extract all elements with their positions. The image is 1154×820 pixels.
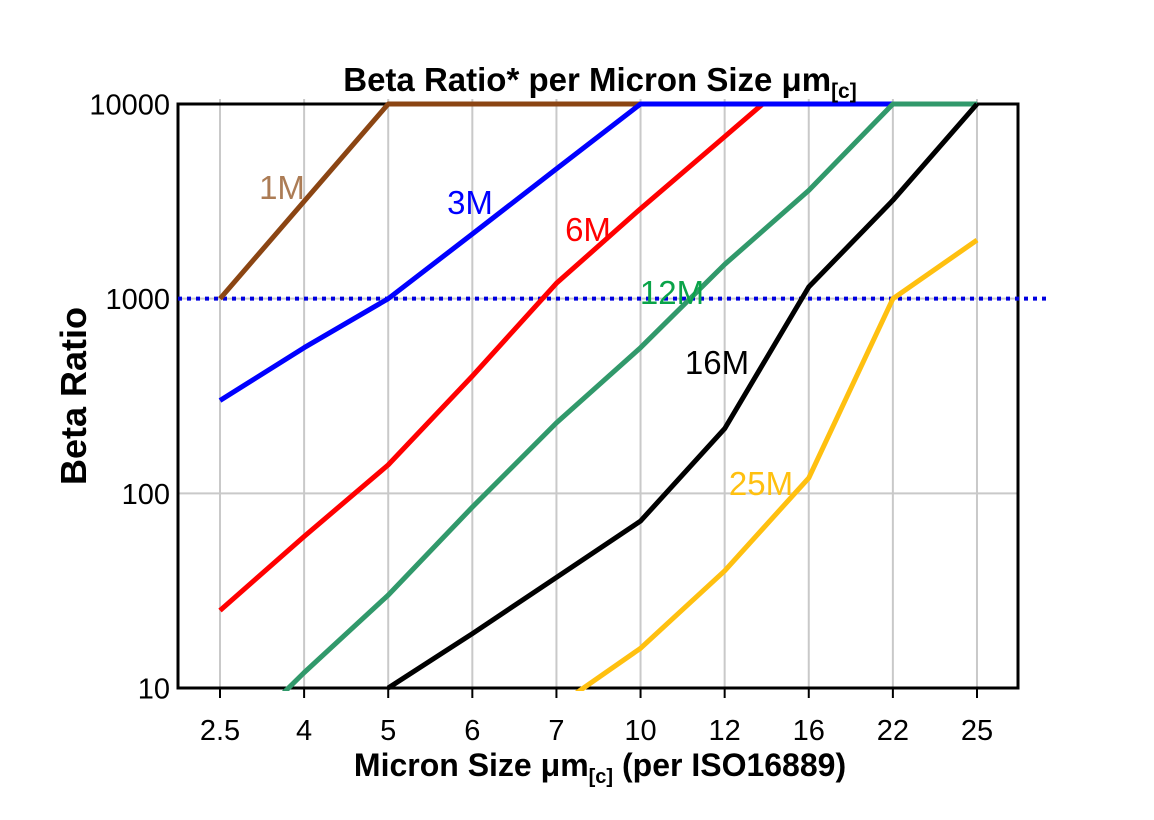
series-label-3m: 3M xyxy=(447,184,493,221)
x-tick-label: 16 xyxy=(793,715,825,747)
x-tick-label: 6 xyxy=(464,715,480,747)
series-label-25m: 25M xyxy=(729,465,793,502)
x-tick-marks xyxy=(219,689,978,698)
y-tick-label: 100 xyxy=(122,479,170,511)
x-tick-label: 22 xyxy=(877,715,909,747)
y-axis-title: Beta Ratio xyxy=(53,307,94,485)
y-tick-label: 10 xyxy=(138,674,170,706)
y-tick-label: 10000 xyxy=(89,90,170,122)
series-label-12m: 12M xyxy=(640,274,704,311)
y-axis-labels: 10000 1000 100 10 xyxy=(89,90,170,706)
series-line-25m xyxy=(574,238,979,691)
series-label-1m: 1M xyxy=(259,169,305,206)
series-label-16m: 16M xyxy=(685,344,749,381)
x-axis-labels: 2.5 4 5 6 7 10 12 16 22 25 xyxy=(200,715,993,747)
y-tick-label: 1000 xyxy=(105,284,170,316)
x-tick-label: 7 xyxy=(548,715,564,747)
series-line-12m xyxy=(281,101,977,691)
x-tick-label: 25 xyxy=(961,715,993,747)
x-tick-label: 4 xyxy=(296,715,312,747)
series-label-6m: 6M xyxy=(565,211,611,248)
series-lines xyxy=(218,101,979,691)
series-line-1m xyxy=(218,101,641,301)
chart-title: Beta Ratio* per Micron Size μm[c] xyxy=(343,61,856,103)
series-line-3m xyxy=(218,101,893,403)
series-labels: 1M 3M 6M 12M 16M 25M xyxy=(259,169,793,502)
x-axis-title: Micron Size μm[c] (per ISO16889) xyxy=(354,747,846,788)
series-line-16m xyxy=(386,102,979,691)
x-tick-label: 10 xyxy=(624,715,656,747)
x-tick-label: 12 xyxy=(709,715,741,747)
x-tick-label: 2.5 xyxy=(200,715,240,747)
x-tick-label: 5 xyxy=(380,715,396,747)
series-line-6m xyxy=(218,101,770,613)
gridlines xyxy=(178,99,1018,688)
